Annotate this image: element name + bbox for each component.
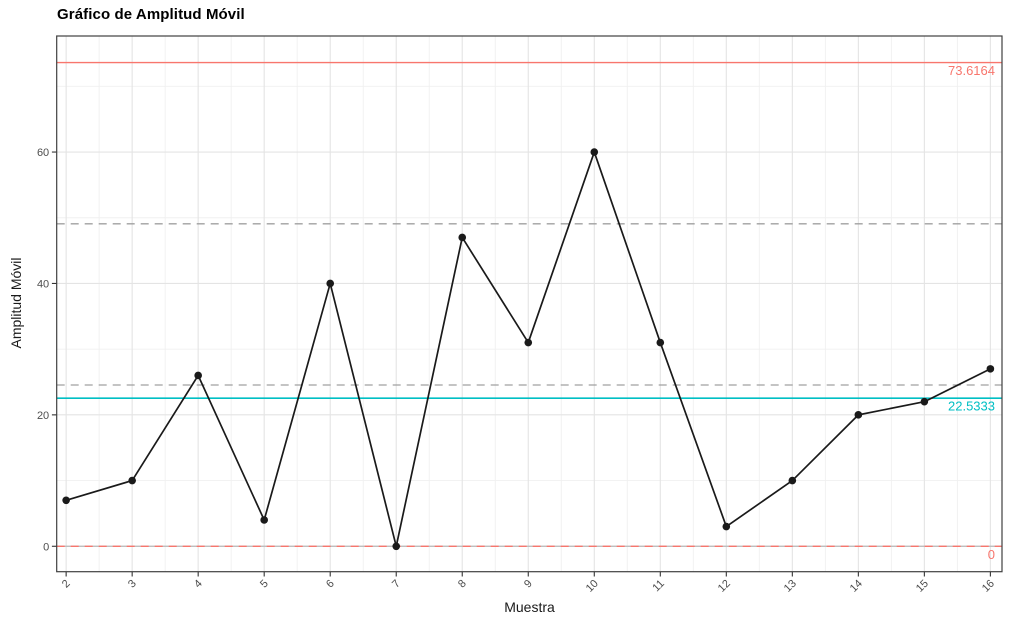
data-point — [392, 542, 401, 551]
x-axis-title: Muestra — [504, 599, 555, 615]
data-point — [920, 397, 929, 406]
data-point — [524, 338, 533, 347]
x-tick-label: 9 — [522, 578, 535, 591]
x-tick-label: 3 — [126, 578, 139, 591]
data-point — [326, 279, 335, 288]
chart-title: Gráfico de Amplitud Móvil — [57, 6, 245, 23]
x-tick-label: 12 — [716, 578, 733, 595]
x-tick-label: 8 — [456, 578, 469, 591]
data-point — [656, 338, 665, 347]
y-tick-label: 20 — [37, 410, 49, 422]
x-tick-label: 15 — [914, 578, 931, 595]
x-tick-label: 4 — [192, 578, 205, 591]
ref-label-ucl: 73.6164 — [948, 63, 995, 78]
x-tick-label: 5 — [258, 578, 271, 591]
x-tick-label: 6 — [324, 578, 337, 591]
ref-label-cl: 22.5333 — [948, 399, 995, 414]
x-tick-label: 13 — [782, 578, 799, 595]
x-tick-label: 14 — [848, 578, 865, 595]
panel-background — [56, 36, 1002, 572]
data-point — [590, 148, 599, 156]
ref-label-lcl: 0 — [988, 547, 995, 562]
data-point — [62, 496, 70, 505]
data-point — [986, 365, 995, 373]
x-tick-label: 7 — [390, 578, 403, 591]
y-tick-label: 40 — [37, 278, 49, 290]
panel-border — [56, 35, 1003, 573]
data-point — [854, 411, 863, 419]
y-tick-label: 60 — [37, 147, 49, 159]
data-point — [788, 476, 797, 485]
x-tick-label: 16 — [980, 578, 997, 595]
data-point — [128, 476, 136, 485]
data-point — [194, 371, 202, 380]
y-tick-label: 0 — [43, 541, 49, 553]
x-tick-label: 2 — [60, 578, 73, 591]
y-axis-title: Amplitud Móvil — [8, 257, 24, 349]
x-tick-label: 11 — [650, 578, 667, 595]
data-point — [722, 522, 731, 531]
x-tick-label: 10 — [584, 578, 601, 595]
data-point — [458, 233, 467, 242]
data-point — [260, 516, 268, 524]
